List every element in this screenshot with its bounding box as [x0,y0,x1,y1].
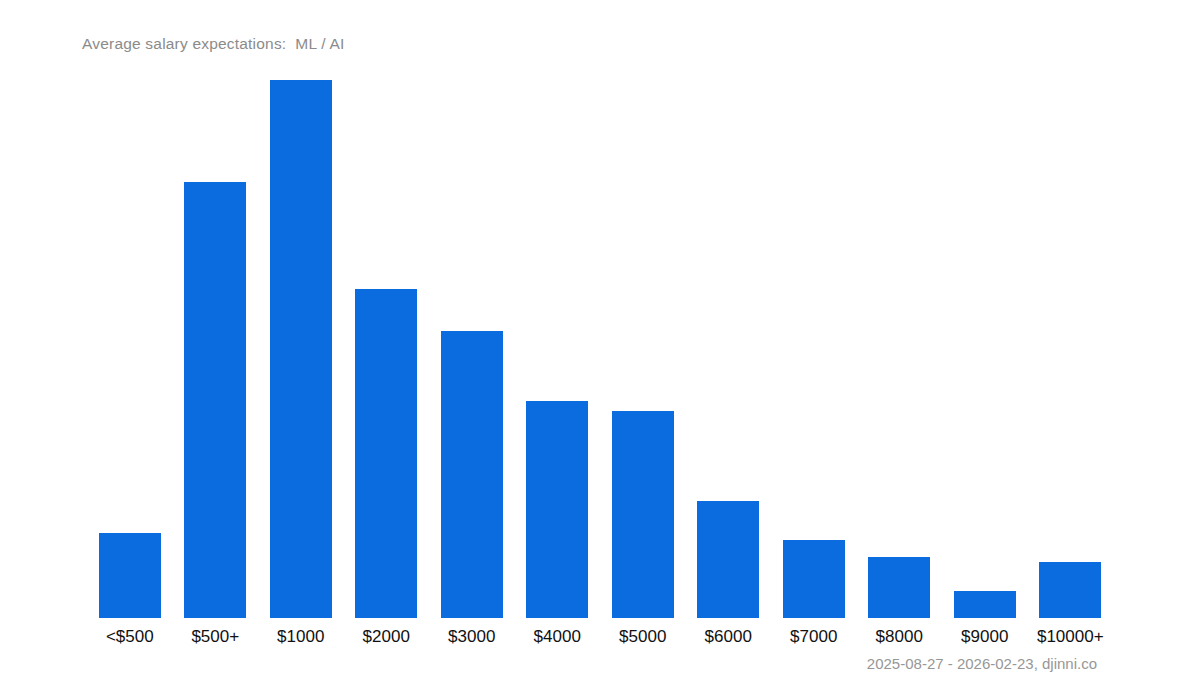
x-axis-tick-label: $7000 [771,627,857,647]
bar-column [686,80,772,618]
date-range-attribution: 2025-08-27 - 2026-02-23, djinni.co [867,655,1097,672]
bar [868,557,930,618]
x-axis-tick-label: $3000 [429,627,515,647]
bar [99,533,161,618]
x-axis-tick-label: $4000 [515,627,601,647]
x-axis-tick-label: $10000+ [1028,627,1114,647]
x-axis-tick-label: $2000 [344,627,430,647]
bar [355,289,417,618]
chart-title: Average salary expectations: ML / AI [82,35,344,53]
bar-column [1028,80,1114,618]
x-axis-tick-label: $6000 [686,627,772,647]
bar-column [515,80,601,618]
bar [441,331,503,618]
bar [270,80,332,618]
x-axis-tick-label: $5000 [600,627,686,647]
x-axis-tick-label: $8000 [857,627,943,647]
bar-column [344,80,430,618]
bar-column [258,80,344,618]
bars-container [87,80,1113,618]
bar-chart: <$500$500+$1000$2000$3000$4000$5000$6000… [87,80,1113,647]
bar [954,591,1016,618]
x-axis-tick-label: $500+ [173,627,259,647]
bar-column [771,80,857,618]
bar [526,401,588,618]
bar-column [173,80,259,618]
bar [1039,562,1101,618]
bar [184,182,246,618]
x-axis-tick-label: <$500 [87,627,173,647]
x-axis-labels: <$500$500+$1000$2000$3000$4000$5000$6000… [87,627,1113,647]
bar [783,540,845,618]
bar [697,501,759,618]
bar-column [600,80,686,618]
x-axis-tick-label: $1000 [258,627,344,647]
bar-column [942,80,1028,618]
bar-column [429,80,515,618]
salary-chart-page: Average salary expectations: ML / AI <$5… [0,0,1200,700]
x-axis-tick-label: $9000 [942,627,1028,647]
bar-column [857,80,943,618]
bar-column [87,80,173,618]
bar [612,411,674,618]
